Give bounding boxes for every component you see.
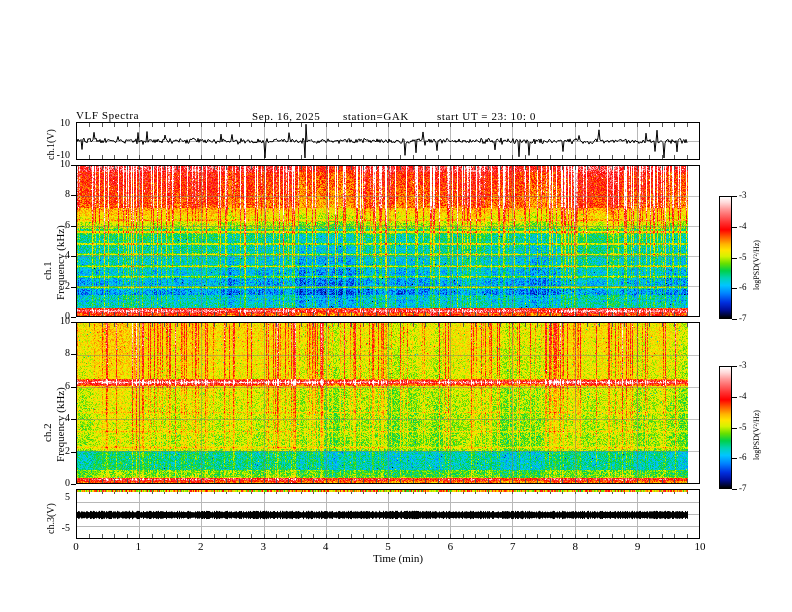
cb2ticks-label-4: -7	[739, 483, 747, 493]
x-axis-tick-6: 6	[447, 541, 454, 553]
p2ticks-label-0: 0	[65, 311, 70, 322]
x-axis-title: Time (min)	[372, 553, 423, 565]
cb1ticks-mark-2	[732, 257, 737, 259]
observation-date: Sep. 16, 2025	[252, 111, 321, 123]
cb2ticks-label-0: -3	[739, 360, 747, 370]
x-axis-tick-1: 1	[135, 541, 142, 553]
x-axis-tick-9: 9	[634, 541, 641, 553]
p2ticks-mark-3	[71, 225, 76, 227]
cb2ticks-label-2: -5	[739, 421, 747, 432]
p2ticks-mark-0	[71, 317, 76, 318]
x-axis-tick-5: 5	[385, 541, 391, 553]
x-axis-tick-3: 3	[260, 541, 266, 553]
cb1ticks-label-0: -3	[739, 190, 747, 200]
p3ticks-label-0: 0	[65, 478, 70, 489]
ch1-spectrogram-image	[77, 166, 699, 316]
ch1-spectrogram-axis-label-line1: ch.1	[42, 261, 54, 280]
cb1ticks-mark-4	[732, 319, 737, 320]
x-axis-tick-2: 2	[198, 541, 204, 553]
p3ticks-mark-4	[71, 354, 76, 356]
ch2-spectrogram-image	[77, 323, 699, 483]
p3ticks-label-5: 10	[60, 316, 70, 327]
x-axis-tick-4: 4	[322, 541, 329, 553]
cb2ticks-mark-0	[732, 366, 737, 367]
station-label: station=GAK	[343, 111, 409, 123]
p2ticks-label-4: 8	[65, 189, 70, 201]
p3ticks-mark-5	[71, 322, 76, 323]
cb2ticks-mark-2	[732, 427, 737, 429]
ch3-waveform-trace	[77, 490, 699, 538]
p3ticks-label-1: 2	[65, 445, 70, 457]
colorbar-ch2-gradient	[720, 367, 731, 488]
colorbar-ch1	[719, 196, 732, 319]
p3ticks-mark-2	[71, 419, 76, 421]
ch2-spectrogram-axis-label-line1: ch.2	[42, 423, 54, 442]
x-axis-tick-10: 10	[694, 541, 706, 553]
ch1-waveform-ytick-0: 10	[60, 118, 70, 129]
p2ticks-mark-1	[71, 286, 76, 288]
cb1ticks-mark-3	[732, 288, 737, 290]
ch3-waveform-ytick-1: -5	[61, 523, 70, 534]
cb1ticks-label-2: -5	[739, 251, 747, 262]
cb2ticks-mark-1	[732, 396, 737, 398]
p2ticks-label-3: 6	[65, 219, 70, 231]
ch3-waveform-ytick-0: 5	[65, 492, 70, 503]
cb1ticks-mark-1	[732, 226, 737, 228]
ch1-spectrogram-panel	[76, 165, 700, 317]
colorbar-ch2	[719, 366, 732, 489]
p3ticks-mark-0	[71, 484, 76, 485]
cb2ticks-mark-4	[732, 489, 737, 490]
p3ticks-label-3: 6	[65, 380, 70, 392]
cb1ticks-label-3: -6	[739, 282, 747, 293]
ch1-waveform-panel	[76, 122, 700, 160]
cb2ticks-label-3: -6	[739, 452, 747, 463]
p3ticks-label-2: 4	[65, 413, 70, 425]
cb2ticks-label-1: -4	[739, 390, 747, 401]
p2ticks-mark-4	[71, 195, 76, 197]
page-title: VLF Spectra	[76, 110, 140, 122]
p3ticks-label-4: 8	[65, 348, 70, 360]
p2ticks-mark-2	[71, 256, 76, 258]
colorbar-ch2-label: logPSD(V²/Hz)	[752, 410, 761, 460]
p2ticks-label-5: 10	[60, 159, 70, 170]
x-axis-tick-0: 0	[73, 541, 79, 553]
ch1-waveform-trace	[77, 123, 699, 159]
p3ticks-mark-3	[71, 386, 76, 388]
p2ticks-label-2: 4	[65, 250, 70, 262]
ch3-waveform-panel	[76, 489, 700, 539]
x-axis-tick-8: 8	[572, 541, 578, 553]
ch1-waveform-ytick-1: -10	[56, 150, 70, 161]
cb1ticks-label-4: -7	[739, 313, 747, 323]
cb1ticks-label-1: -4	[739, 220, 747, 231]
cb1ticks-mark-0	[732, 196, 737, 197]
p2ticks-label-1: 2	[65, 280, 70, 292]
cb2ticks-mark-3	[732, 458, 737, 460]
p3ticks-mark-1	[71, 451, 76, 453]
start-ut-label: start UT = 23: 10: 0	[437, 111, 536, 123]
colorbar-ch1-label: logPSD(V²/Hz)	[752, 240, 761, 290]
colorbar-ch1-gradient	[720, 197, 731, 318]
p2ticks-mark-5	[71, 165, 76, 166]
ch2-spectrogram-panel	[76, 322, 700, 484]
x-axis-tick-7: 7	[510, 541, 516, 553]
